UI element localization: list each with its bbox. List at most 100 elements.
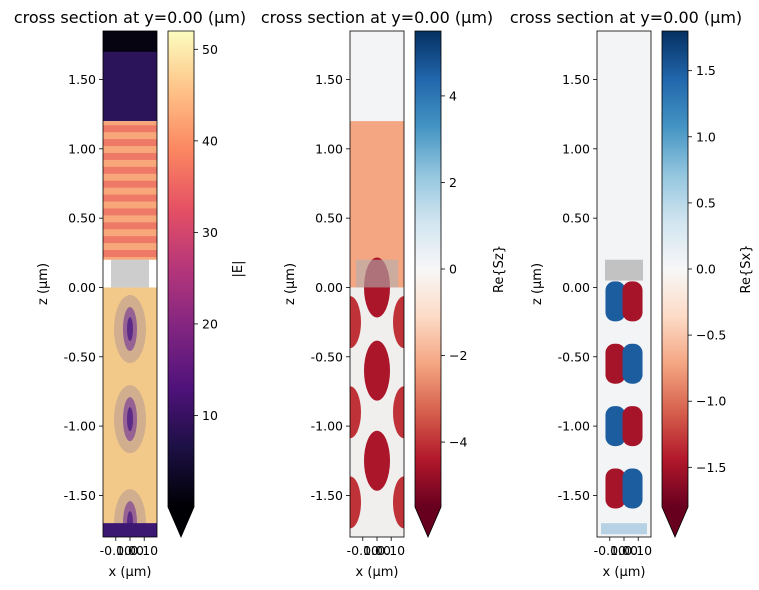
y-tick-label: -1.00 [311, 419, 343, 434]
grating-structure [605, 259, 643, 281]
field-map [103, 31, 157, 537]
fringe-band [103, 194, 157, 202]
flux-cell [605, 468, 626, 509]
field-map [350, 31, 404, 537]
flux-cell [622, 406, 643, 447]
y-tick-label: -1.00 [64, 419, 96, 434]
fringe-band [103, 236, 157, 244]
colorbar-label: Re{Sz} [492, 245, 507, 293]
x-tick-label: 0.00 [610, 543, 638, 558]
chart-title: cross section at y=0.00 (μm) [14, 8, 246, 27]
x-tick-label: 0.10 [377, 543, 405, 558]
field-lobe-center [127, 317, 133, 342]
bottom-band [601, 523, 647, 535]
x-axis-label: x (μm) [109, 565, 152, 580]
colorbar-label: |E| [231, 261, 246, 278]
fringe-band [103, 250, 157, 257]
chart-panel-1: -1.50-1.00-0.500.000.501.001.50-0.100.00… [14, 8, 246, 580]
y-tick-label: 0.00 [315, 280, 343, 295]
y-tick-label: 0.50 [68, 211, 96, 226]
colorbar-tick-label: −2 [449, 348, 467, 363]
y-tick-label: -0.50 [558, 349, 590, 364]
y-tick-label: 0.00 [562, 280, 590, 295]
y-tick-label: 1.00 [68, 141, 96, 156]
flux-cell [622, 281, 643, 322]
colorbar-tick-label: 50 [202, 42, 218, 57]
y-tick-label: -1.50 [311, 488, 343, 503]
flux-lobe [364, 340, 390, 401]
y-axis-label: z (μm) [36, 263, 51, 305]
x-tick-label: 0.10 [130, 543, 158, 558]
flux-lobe-edge [350, 296, 361, 349]
colorbar-tick-label: 30 [202, 225, 218, 240]
colorbar-tick-label: 10 [202, 408, 218, 423]
colorbar-tick-label: −4 [449, 435, 467, 450]
zero-flux-region [350, 31, 404, 122]
colorbar-tick-label: 4 [449, 88, 457, 103]
flux-lobe-edge [393, 296, 404, 349]
colorbar-extend-bottom [662, 507, 688, 537]
y-tick-label: 1.00 [315, 141, 343, 156]
fringe-band [103, 125, 157, 133]
colorbar-tick-label: 0 [449, 262, 457, 277]
fringe-band [103, 222, 157, 230]
flux-cell [622, 343, 643, 384]
top-dark-band [103, 31, 157, 52]
colorbar-frame [661, 30, 689, 539]
colorbar-tick-label: 0.0 [696, 262, 716, 277]
colorbar-tick-label: −1.5 [696, 460, 726, 475]
colorbar-frame [414, 30, 442, 539]
colorbar: 10 20 30 40 50 |E| [167, 30, 246, 539]
colorbar-tick-label: −0.5 [696, 328, 726, 343]
colorbar-gradient [662, 31, 688, 507]
fringe-band [103, 139, 157, 147]
colorbar-tick-label: 20 [202, 316, 218, 331]
x-tick-label: -0.10 [100, 543, 132, 558]
field-map [597, 31, 651, 537]
y-tick-label: -1.50 [558, 488, 590, 503]
grating-structure [111, 259, 149, 288]
y-axis-label: z (μm) [530, 263, 545, 305]
colorbar-tick-label: 1.5 [696, 63, 716, 78]
fringe-band [103, 152, 157, 160]
field-lobe-center [127, 407, 133, 432]
y-tick-label: 0.00 [68, 280, 96, 295]
flux-lobe-edge [350, 386, 361, 439]
chart-panel-3: -1.50-1.00-0.500.000.501.001.50-0.100.00… [510, 8, 754, 580]
colorbar-gradient [415, 31, 441, 507]
colorbar-tick-label: 1.0 [696, 129, 716, 144]
colorbar-tick-label: −1.0 [696, 394, 726, 409]
flux-lobe-edge [393, 476, 404, 529]
y-axis-label: z (μm) [283, 263, 298, 305]
y-tick-label: -0.50 [64, 349, 96, 364]
y-tick-label: 0.50 [562, 211, 590, 226]
grating-structure [356, 259, 398, 288]
x-tick-label: 0.10 [624, 543, 652, 558]
colorbar-frame [167, 30, 195, 539]
flux-cell [622, 468, 643, 509]
bottom-band [103, 523, 157, 537]
y-tick-label: 1.50 [68, 72, 96, 87]
colorbar-label: Re{Sx} [739, 245, 754, 294]
colorbar: −1.5 −1.0 −0.5 0.0 0.5 1.0 1.5 Re{Sx} [661, 30, 754, 539]
colorbar-tick-label: 40 [202, 133, 218, 148]
y-tick-label: 1.50 [315, 72, 343, 87]
x-tick-label: -0.10 [347, 543, 379, 558]
colorbar-extend-bottom [415, 507, 441, 537]
x-tick-label: 0.00 [116, 543, 144, 558]
flux-cell [605, 343, 626, 384]
x-tick-label: 0.00 [363, 543, 391, 558]
y-tick-label: 1.50 [562, 72, 590, 87]
chart-title: cross section at y=0.00 (μm) [510, 8, 742, 27]
zero-flux-region [597, 31, 651, 537]
x-tick-label: -0.10 [594, 543, 626, 558]
y-tick-label: -0.50 [311, 349, 343, 364]
chart-panel-2: -1.50-1.00-0.500.000.501.001.50-0.100.00… [261, 8, 507, 580]
fringe-band [103, 208, 157, 216]
colorbar-tick-label: 0.5 [696, 195, 716, 210]
chart-title: cross section at y=0.00 (μm) [261, 8, 493, 27]
flux-cell [605, 281, 626, 322]
x-axis-label: x (μm) [356, 565, 399, 580]
colorbar: −4 −2 0 2 4 Re{Sz} [414, 30, 507, 539]
